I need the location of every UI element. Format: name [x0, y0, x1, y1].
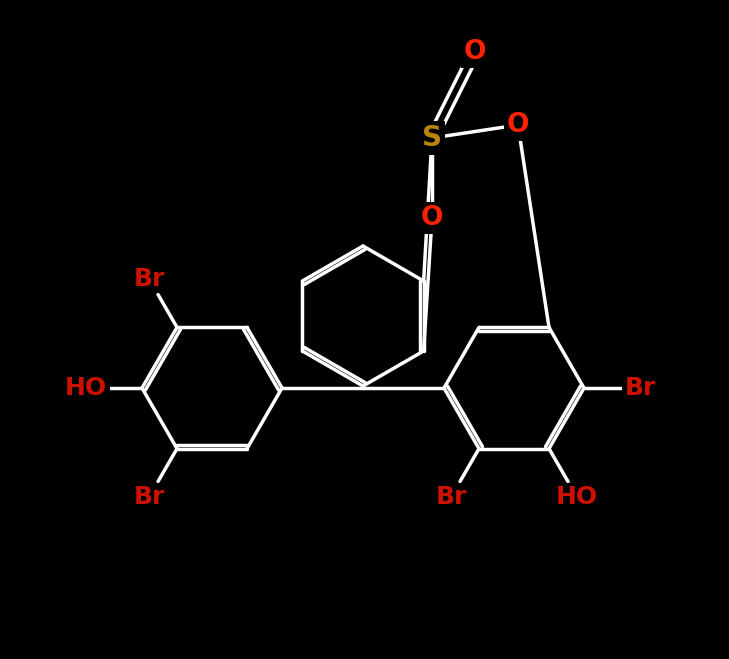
Text: Br: Br — [133, 485, 165, 509]
Text: O: O — [507, 112, 529, 138]
Text: Br: Br — [624, 376, 655, 400]
Text: HO: HO — [65, 376, 107, 400]
Text: Br: Br — [435, 485, 467, 509]
Text: Br: Br — [133, 267, 165, 291]
Text: S: S — [422, 124, 442, 152]
Text: HO: HO — [556, 485, 598, 509]
Text: O: O — [464, 39, 486, 65]
Text: O: O — [421, 205, 443, 231]
